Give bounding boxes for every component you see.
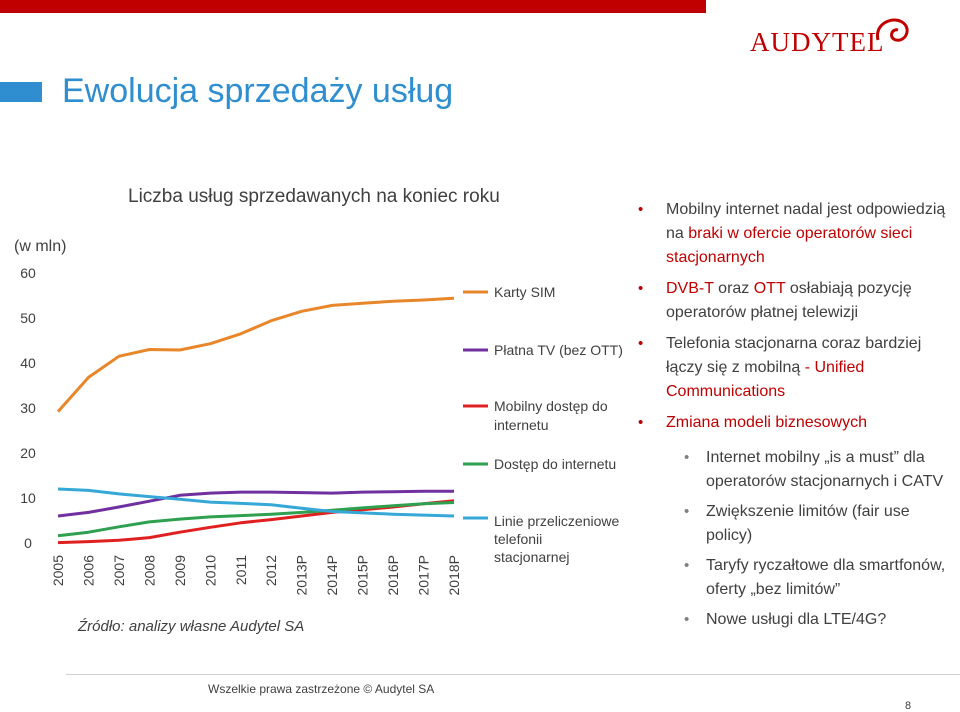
page-number: 8 bbox=[905, 700, 912, 712]
logo-swirl-icon bbox=[875, 18, 909, 42]
bullet-dot-icon: • bbox=[638, 335, 644, 352]
x-tick-label: 2016P bbox=[385, 555, 401, 595]
series-line bbox=[57, 489, 454, 518]
bullet-item: • Mobilny internet nadal jest odpowiedzi… bbox=[630, 198, 955, 270]
top-accent-bar bbox=[0, 0, 706, 13]
bullet-dot-icon: • bbox=[638, 280, 644, 297]
sub-bullet-dot-icon: • bbox=[684, 449, 690, 466]
y-tick-label: 50 bbox=[20, 310, 36, 326]
footer-copyright: Wszelkie prawa zastrzeżone © Audytel SA bbox=[208, 682, 435, 696]
y-tick-label: 60 bbox=[20, 265, 36, 281]
series-line bbox=[57, 487, 455, 518]
y-axis-unit: (w mln) bbox=[14, 238, 67, 255]
bullet-item: • DVB-T oraz OTT osłabiają pozycję opera… bbox=[630, 277, 955, 325]
series-line bbox=[57, 501, 455, 538]
bullet-highlight: DVB-T bbox=[666, 280, 714, 297]
bullet-dot-icon: • bbox=[638, 201, 644, 218]
legend-label: Dostęp do internetu bbox=[494, 456, 616, 472]
y-tick-label: 20 bbox=[20, 445, 36, 461]
chart-source: Źródło: analizy własne Audytel SA bbox=[78, 618, 305, 635]
y-axis-ticks: 0 10 20 30 40 50 60 bbox=[20, 265, 36, 551]
bullet-text: osłabiają pozycję operatorów płatnej tel… bbox=[666, 280, 912, 321]
sub-bullet-dot-icon: • bbox=[684, 503, 690, 520]
y-tick-label: 10 bbox=[20, 490, 36, 506]
bullet-text: Telefonia stacjonarna coraz bardziej łąc… bbox=[666, 335, 922, 376]
x-tick-label: 2015P bbox=[355, 555, 371, 595]
bullet-item: • Telefonia stacjonarna coraz bardziej ł… bbox=[630, 332, 955, 404]
title-accent bbox=[0, 82, 42, 102]
sub-bullet-dot-icon: • bbox=[684, 557, 690, 574]
x-tick-label: 2017P bbox=[416, 555, 432, 595]
y-tick-label: 0 bbox=[24, 535, 32, 551]
bullet-list: • Mobilny internet nadal jest odpowiedzi… bbox=[630, 198, 955, 638]
sub-bullet-item: • Taryfy ryczałtowe dla smartfonów, ofer… bbox=[630, 554, 955, 602]
x-tick-label: 2009 bbox=[172, 555, 188, 586]
chart-legend: Karty SIM Płatna TV (bez OTT) Mobilny dost… bbox=[463, 284, 623, 565]
bullet-highlight: - Unified Communications bbox=[666, 359, 865, 400]
bullet-item: • Zmiana modeli biznesowych bbox=[630, 411, 955, 435]
legend-label: Karty SIM bbox=[494, 284, 555, 300]
x-tick-label: 2005 bbox=[50, 555, 66, 586]
bullet-highlight: OTT bbox=[753, 280, 786, 297]
sub-bullet-text: Taryfy ryczałtowe dla smartfonów, oferty… bbox=[706, 557, 946, 598]
bullet-dot-icon: • bbox=[638, 414, 644, 431]
series-line bbox=[56, 296, 455, 413]
x-tick-label: 2012 bbox=[263, 555, 279, 586]
chart-title: Liczba usług sprzedawanych na koniec rok… bbox=[128, 186, 500, 207]
x-tick-label: 2006 bbox=[80, 555, 96, 586]
bullet-highlight: Zmiana modeli biznesowych bbox=[666, 414, 867, 431]
footer-divider bbox=[66, 674, 960, 675]
legend-label: Linie przeliczeniowe telefonii stacjonarne… bbox=[494, 513, 620, 565]
bullet-highlight: braki w ofercie operatorów sieci stacjon… bbox=[666, 225, 913, 266]
audytel-logo: AUDYTEL bbox=[750, 14, 922, 58]
x-tick-label: 2008 bbox=[141, 555, 157, 586]
x-tick-label: 2018P bbox=[446, 555, 462, 595]
chart-series bbox=[56, 296, 455, 545]
x-tick-label: 2013P bbox=[294, 555, 310, 595]
x-tick-label: 2014P bbox=[324, 555, 340, 595]
sub-bullet-item: • Nowe usługi dla LTE/4G? bbox=[630, 608, 955, 632]
sub-bullet-text: Internet mobilny „is a must” dla operato… bbox=[706, 449, 944, 490]
y-tick-label: 30 bbox=[20, 400, 36, 416]
sub-bullet-item: • Zwiększenie limitów (fair use policy) bbox=[630, 500, 955, 548]
bullet-text: oraz bbox=[713, 280, 754, 297]
sub-bullet-item: • Internet mobilny „is a must” dla opera… bbox=[630, 446, 955, 494]
x-tick-label: 2011 bbox=[233, 555, 249, 585]
legend-label: Płatna TV (bez OTT) bbox=[494, 342, 623, 358]
bullet-text: Mobilny internet nadal jest odpowiedzią … bbox=[666, 201, 946, 242]
legend-label: Mobilny dostęp do internetu bbox=[494, 398, 608, 433]
x-tick-label: 2010 bbox=[202, 555, 218, 586]
x-tick-label: 2007 bbox=[111, 555, 127, 586]
page-title: Ewolucja sprzedaży usług bbox=[62, 72, 454, 110]
sub-bullet-text: Nowe usługi dla LTE/4G? bbox=[706, 611, 887, 628]
x-axis-ticks: 2005 2006 2007 2008 2009 2010 2011 2012 2013P 201… bbox=[50, 555, 462, 596]
logo-text: AUDYTEL bbox=[750, 27, 885, 57]
sub-bullet-text: Zwiększenie limitów (fair use policy) bbox=[706, 503, 910, 544]
y-tick-label: 40 bbox=[20, 355, 36, 371]
sub-bullet-dot-icon: • bbox=[684, 611, 690, 628]
